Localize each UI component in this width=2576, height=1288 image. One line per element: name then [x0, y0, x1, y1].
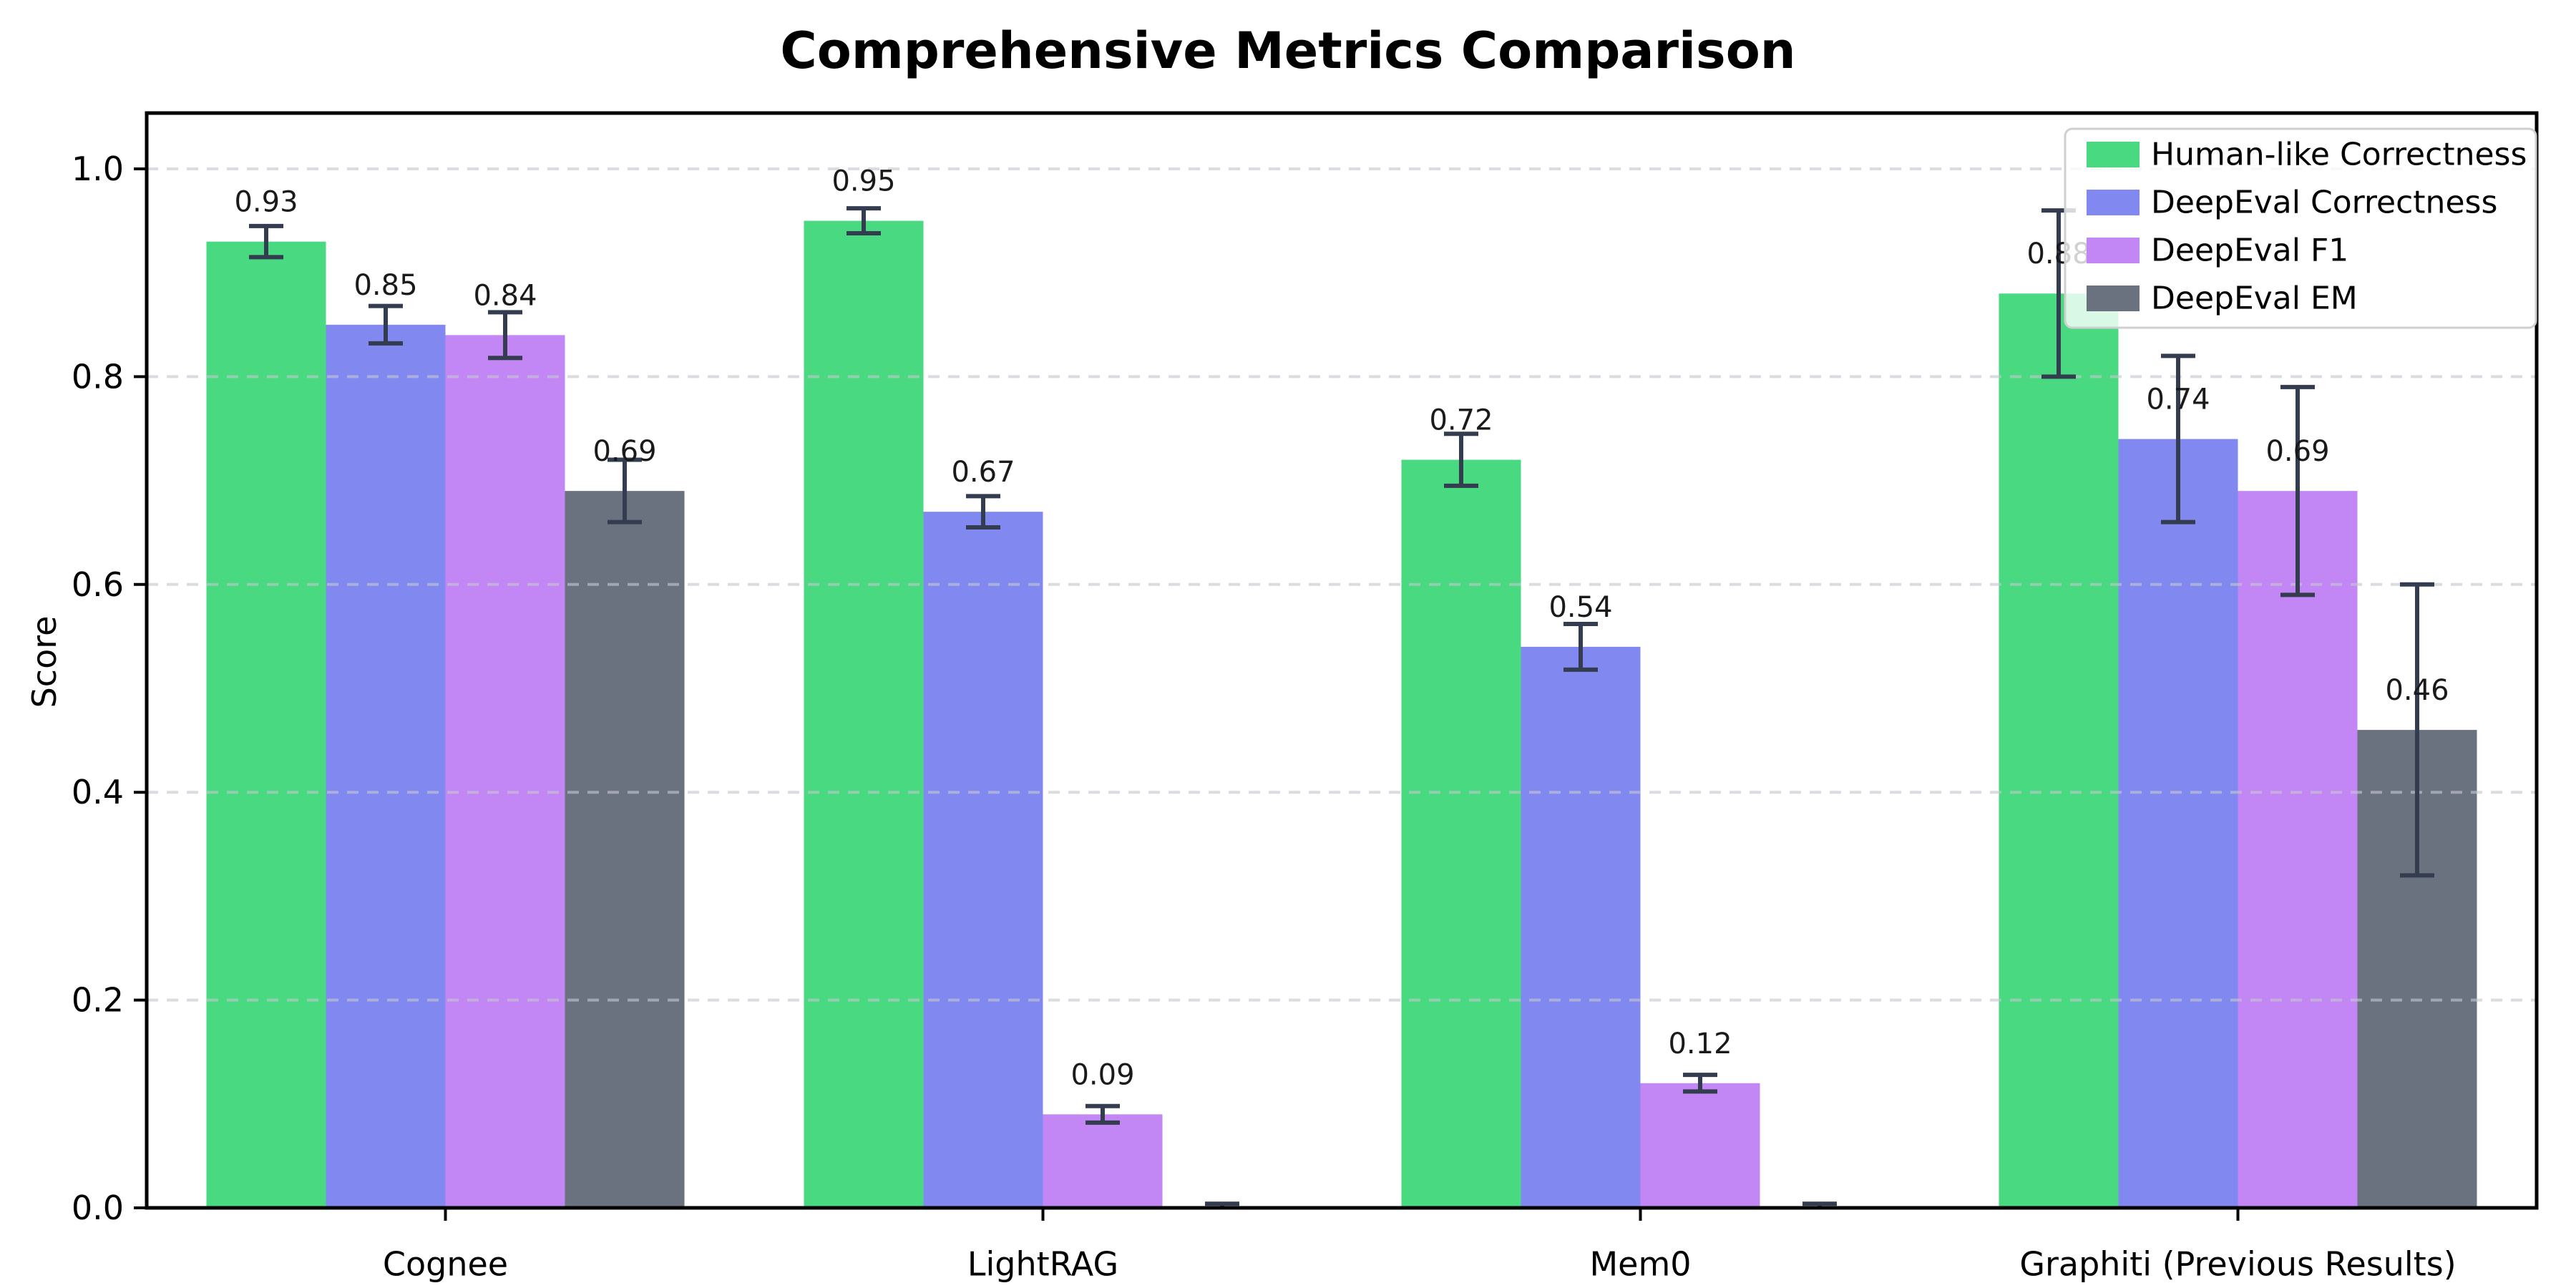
- x-tick-label: Graphiti (Previous Results): [2019, 1244, 2456, 1283]
- y-tick-label: 0.6: [72, 565, 124, 604]
- value-label: 0.93: [234, 186, 298, 219]
- legend-swatch: [2087, 286, 2140, 311]
- value-label: 0.74: [2146, 384, 2210, 416]
- bar: [923, 512, 1043, 1208]
- bar: [1521, 646, 1641, 1208]
- x-tick-label: Cognee: [383, 1244, 508, 1283]
- y-tick-label: 0.0: [72, 1189, 124, 1227]
- y-tick-label: 0.2: [72, 981, 124, 1020]
- value-label: 0.67: [951, 456, 1015, 489]
- legend-label: Human-like Correctness: [2151, 137, 2527, 173]
- legend-swatch: [2087, 238, 2140, 263]
- legend-box: [2064, 127, 2537, 329]
- x-tick-label: Mem0: [1589, 1244, 1691, 1283]
- y-tick-label: 0.4: [72, 773, 124, 811]
- y-tick-label: 1.0: [72, 150, 124, 188]
- legend-swatch: [2087, 142, 2140, 167]
- chart-title: Comprehensive Metrics Comparison: [780, 21, 1796, 80]
- bar: [2118, 439, 2238, 1208]
- x-tick-label: LightRAG: [967, 1244, 1118, 1283]
- value-label: 0.84: [473, 279, 537, 312]
- bar: [1640, 1083, 1760, 1208]
- value-label: 0.09: [1070, 1058, 1134, 1091]
- bar: [1043, 1114, 1163, 1208]
- legend-label: DeepEval Correctness: [2151, 185, 2497, 221]
- y-tick-label: 0.8: [72, 357, 124, 396]
- legend-label: DeepEval EM: [2151, 280, 2358, 317]
- bar: [804, 220, 924, 1209]
- value-label: 0.46: [2385, 674, 2449, 707]
- value-label: 0.85: [353, 269, 417, 302]
- value-label: 0.69: [592, 435, 656, 468]
- value-label: 0.69: [2265, 435, 2329, 468]
- value-label: 0.95: [831, 165, 895, 198]
- bar: [1401, 459, 1521, 1208]
- axis-frame: [145, 111, 2539, 1210]
- bar: [2238, 491, 2358, 1208]
- legend-label: DeepEval F1: [2151, 233, 2348, 269]
- bar: [206, 241, 326, 1208]
- bar: [1999, 293, 2119, 1208]
- value-label: 0.12: [1668, 1028, 1732, 1060]
- bar: [445, 335, 565, 1208]
- legend-swatch: [2087, 190, 2140, 215]
- y-axis-label: Score: [25, 615, 64, 708]
- bar: [565, 491, 685, 1208]
- value-label: 0.54: [1548, 591, 1612, 624]
- value-label: 0.72: [1429, 404, 1493, 437]
- bar: [326, 324, 446, 1208]
